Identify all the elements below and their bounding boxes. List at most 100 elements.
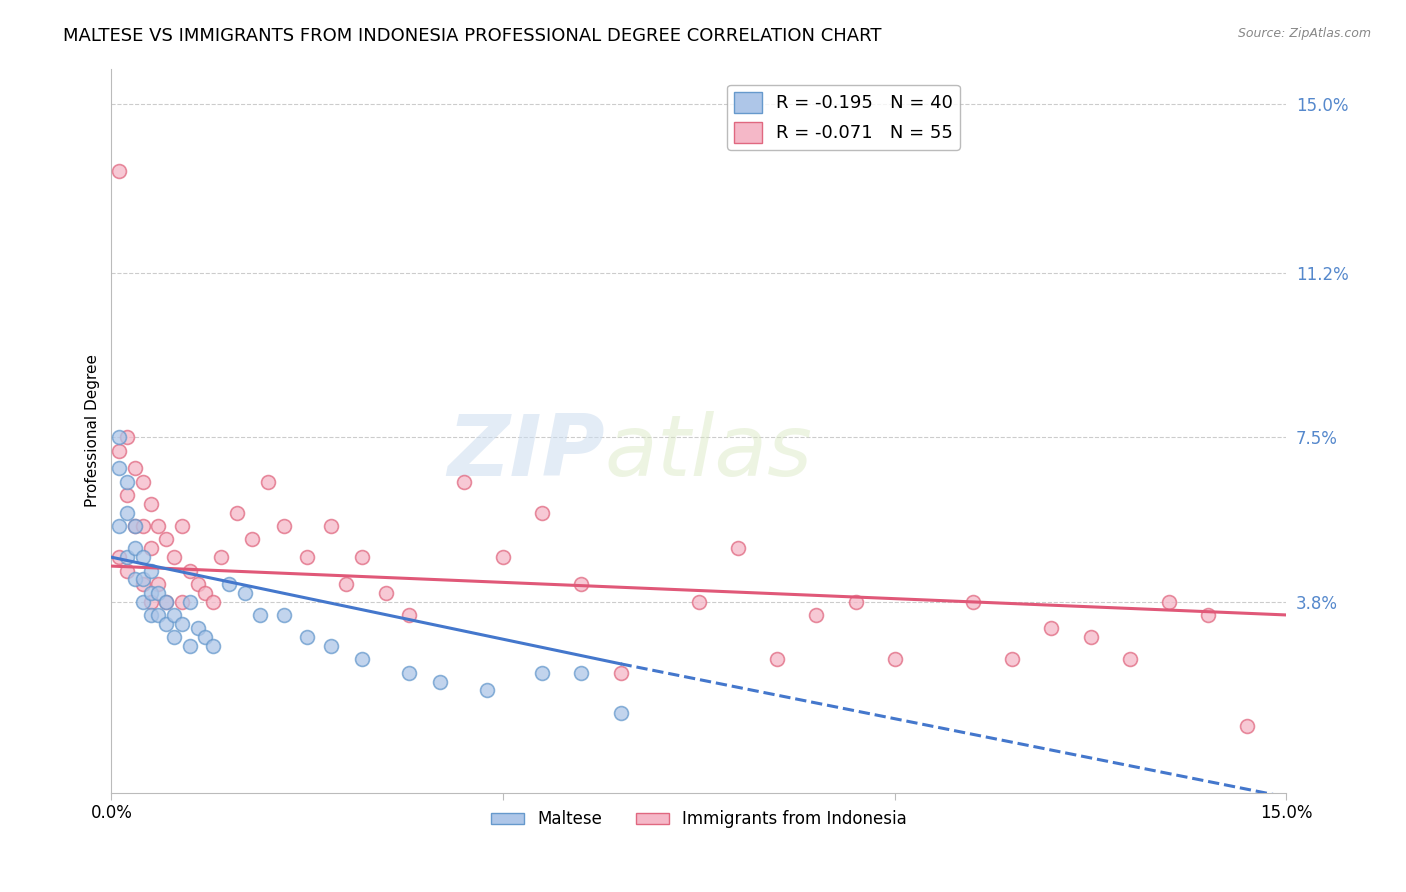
Point — [209, 550, 232, 565]
Point — [179, 564, 201, 578]
Point — [132, 577, 155, 591]
Point — [115, 430, 138, 444]
Point — [187, 621, 209, 635]
Point — [352, 550, 374, 565]
Point — [108, 430, 131, 444]
Point — [806, 607, 828, 622]
Point — [108, 163, 131, 178]
Point — [531, 665, 554, 680]
Point — [139, 564, 162, 578]
Point — [132, 519, 155, 533]
Point — [124, 461, 146, 475]
Point — [139, 607, 162, 622]
Point — [155, 594, 177, 608]
Point — [155, 594, 177, 608]
Point — [115, 488, 138, 502]
Point — [1080, 630, 1102, 644]
Point — [148, 586, 170, 600]
Point — [124, 573, 146, 587]
Point — [297, 630, 319, 644]
Point — [115, 506, 138, 520]
Point — [352, 652, 374, 666]
Point — [148, 519, 170, 533]
Point — [844, 594, 866, 608]
Legend: Maltese, Immigrants from Indonesia: Maltese, Immigrants from Indonesia — [484, 804, 914, 835]
Point — [1157, 594, 1180, 608]
Point — [766, 652, 789, 666]
Point — [1118, 652, 1140, 666]
Point — [374, 586, 396, 600]
Point — [132, 475, 155, 489]
Point — [273, 607, 295, 622]
Point — [1001, 652, 1024, 666]
Point — [727, 541, 749, 556]
Point — [319, 519, 342, 533]
Point — [609, 706, 631, 720]
Point — [398, 665, 420, 680]
Point — [609, 665, 631, 680]
Point — [194, 630, 217, 644]
Point — [202, 639, 225, 653]
Point — [179, 594, 201, 608]
Point — [1236, 719, 1258, 733]
Point — [218, 577, 240, 591]
Point — [233, 586, 256, 600]
Point — [108, 550, 131, 565]
Point — [108, 461, 131, 475]
Point — [429, 674, 451, 689]
Point — [179, 639, 201, 653]
Point — [108, 443, 131, 458]
Text: MALTESE VS IMMIGRANTS FROM INDONESIA PROFESSIONAL DEGREE CORRELATION CHART: MALTESE VS IMMIGRANTS FROM INDONESIA PRO… — [63, 27, 882, 45]
Point — [571, 577, 593, 591]
Point — [273, 519, 295, 533]
Point — [163, 630, 186, 644]
Point — [170, 594, 193, 608]
Point — [571, 665, 593, 680]
Point — [249, 607, 271, 622]
Point — [453, 475, 475, 489]
Point — [194, 586, 217, 600]
Point — [477, 683, 499, 698]
Text: ZIP: ZIP — [447, 411, 605, 494]
Point — [155, 533, 177, 547]
Point — [202, 594, 225, 608]
Point — [108, 519, 131, 533]
Point — [492, 550, 515, 565]
Point — [1197, 607, 1219, 622]
Text: Source: ZipAtlas.com: Source: ZipAtlas.com — [1237, 27, 1371, 40]
Point — [124, 519, 146, 533]
Point — [132, 594, 155, 608]
Point — [139, 497, 162, 511]
Point — [225, 506, 247, 520]
Point — [398, 607, 420, 622]
Point — [242, 533, 264, 547]
Point — [115, 475, 138, 489]
Point — [148, 607, 170, 622]
Point — [1040, 621, 1063, 635]
Point — [132, 573, 155, 587]
Point — [155, 616, 177, 631]
Point — [163, 550, 186, 565]
Point — [962, 594, 984, 608]
Point — [170, 519, 193, 533]
Point — [187, 577, 209, 591]
Point — [124, 541, 146, 556]
Point — [148, 577, 170, 591]
Point — [319, 639, 342, 653]
Point — [132, 550, 155, 565]
Point — [335, 577, 357, 591]
Point — [170, 616, 193, 631]
Point — [883, 652, 905, 666]
Point — [115, 564, 138, 578]
Point — [124, 519, 146, 533]
Point — [531, 506, 554, 520]
Point — [163, 607, 186, 622]
Y-axis label: Professional Degree: Professional Degree — [86, 354, 100, 507]
Point — [139, 586, 162, 600]
Point — [115, 550, 138, 565]
Point — [139, 541, 162, 556]
Text: atlas: atlas — [605, 411, 813, 494]
Point — [297, 550, 319, 565]
Point — [139, 594, 162, 608]
Point — [688, 594, 710, 608]
